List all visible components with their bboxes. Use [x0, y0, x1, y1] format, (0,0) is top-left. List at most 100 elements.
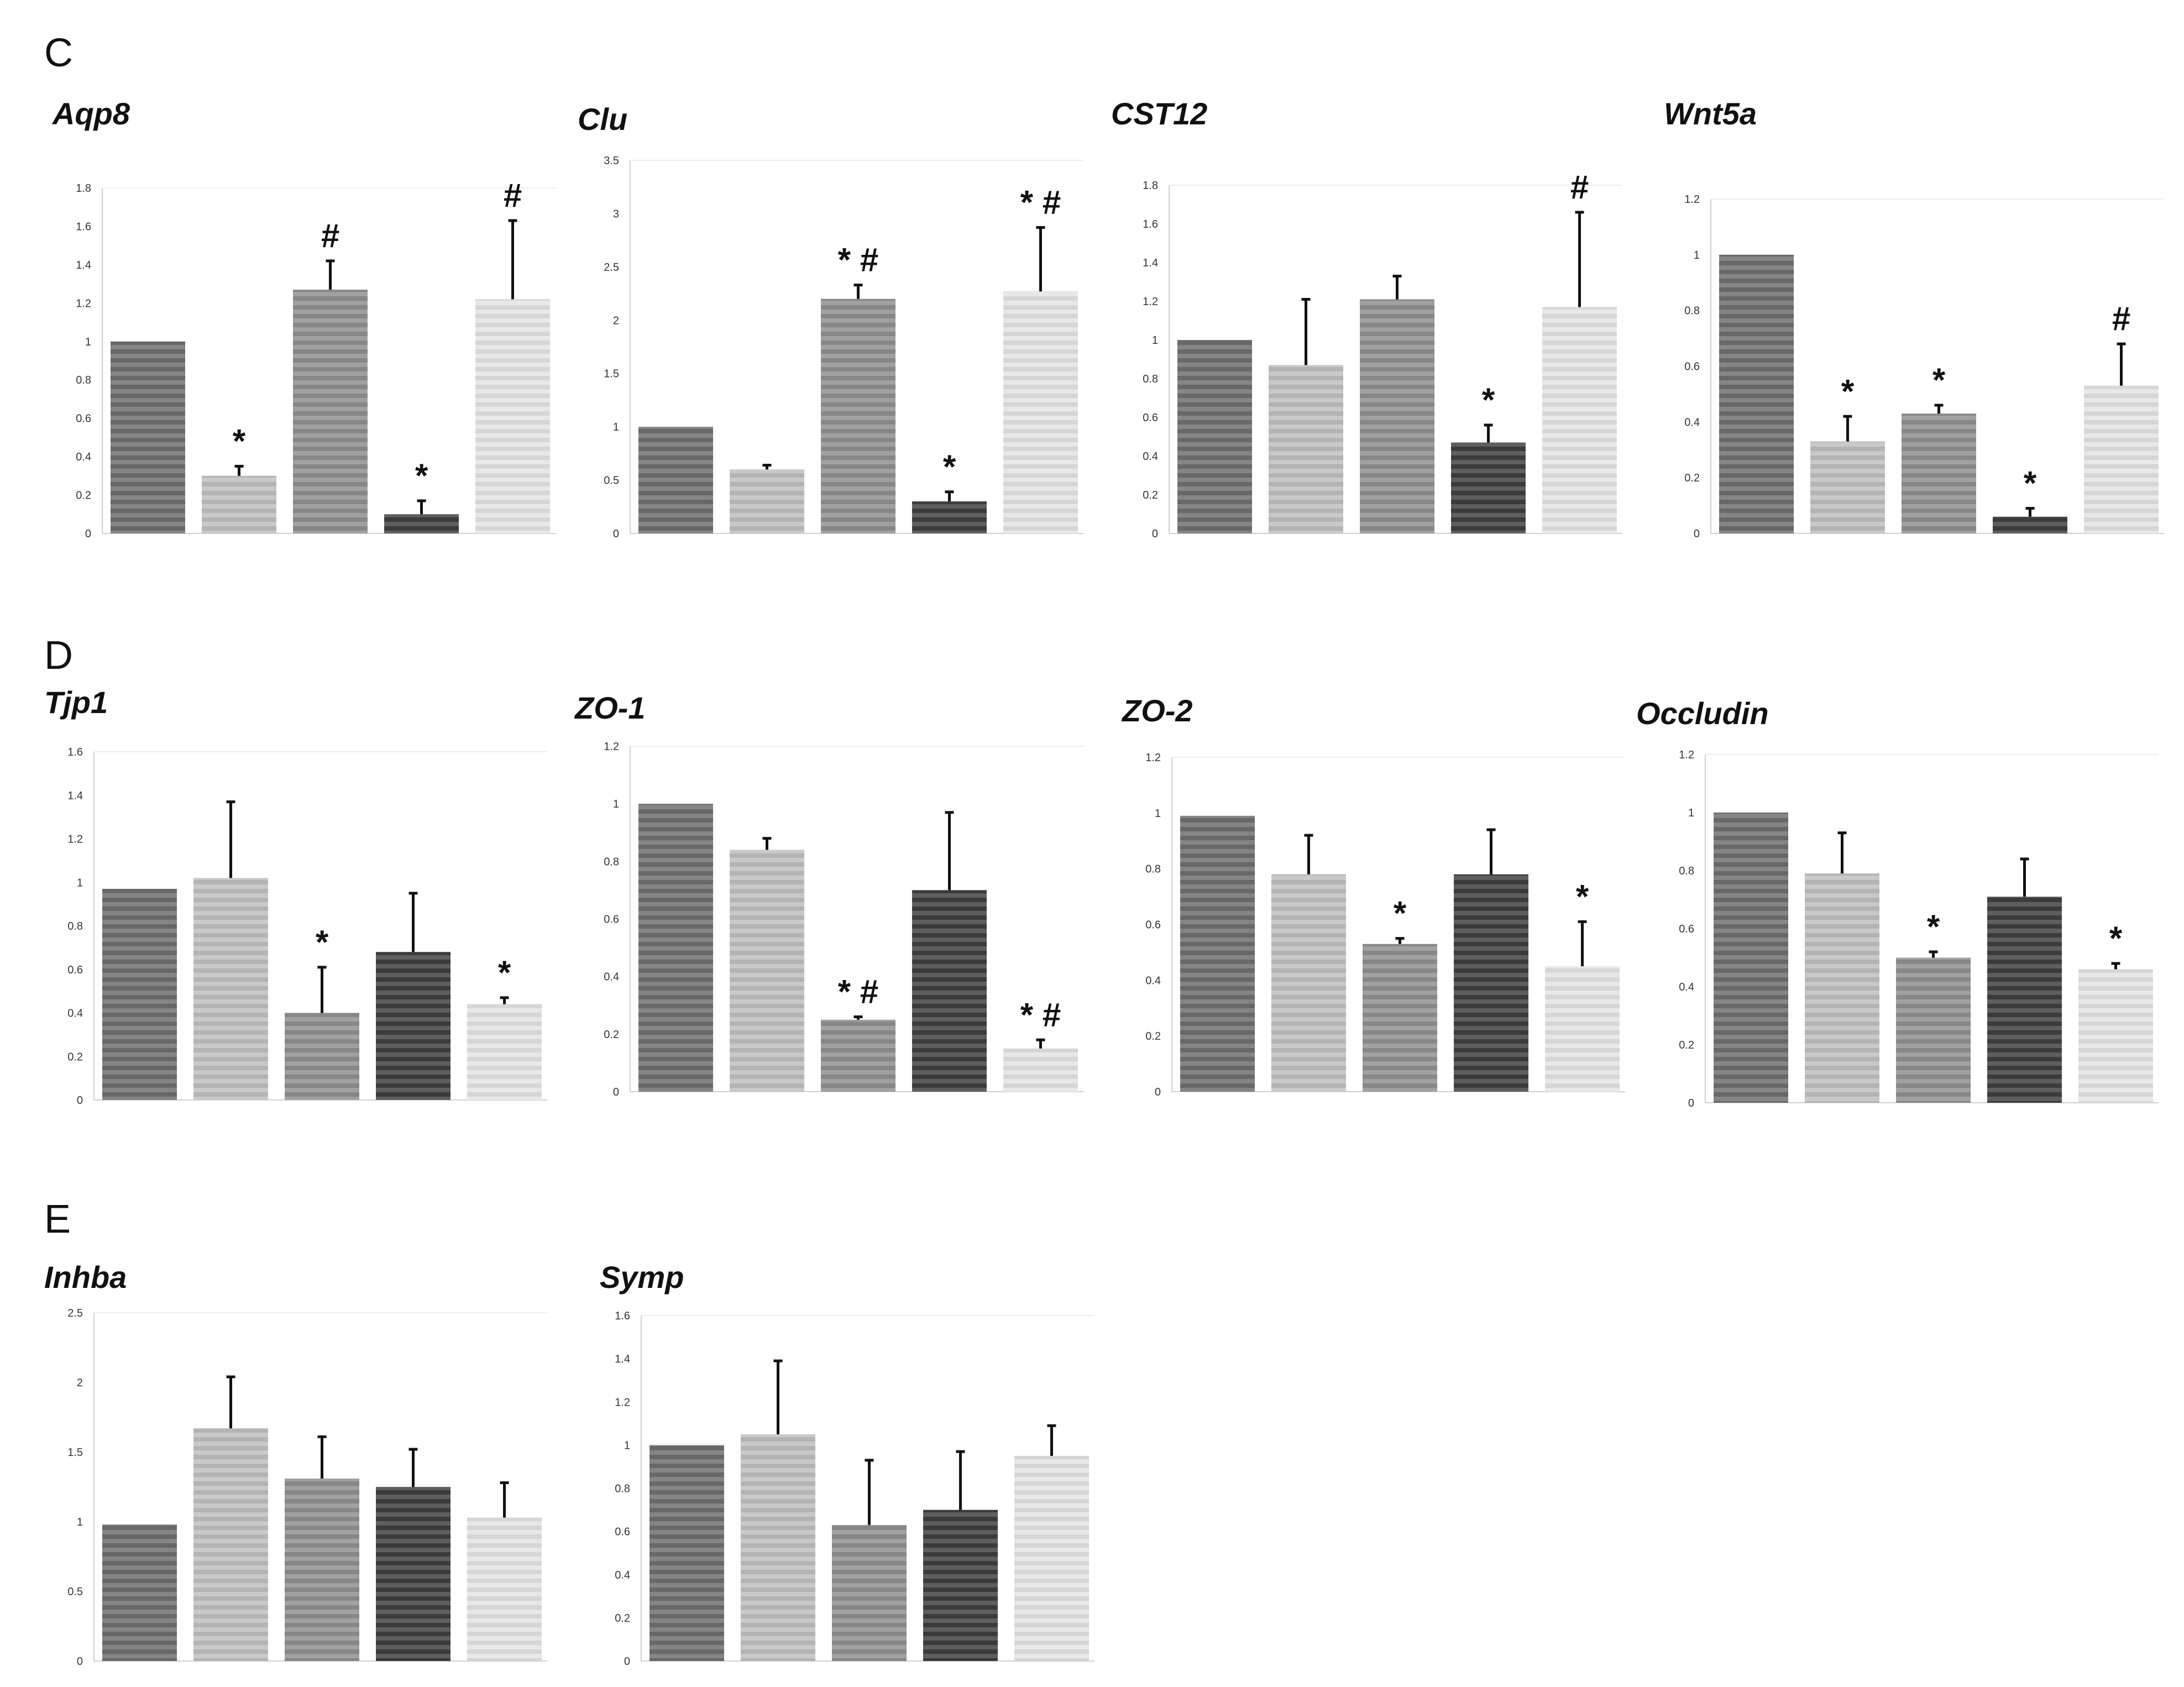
y-tick-label: 1.2	[1145, 752, 1161, 764]
chart-zo-2: ZO-2 0 0.2 0.4 0.6 0.8 1 1.2 * *	[1121, 693, 1625, 1098]
y-tick-label: 0.4	[76, 451, 91, 463]
y-tick-label: 0	[624, 1655, 630, 1668]
chart-inhba: Inhba 0 0.5 1 1.5 2 2.5	[44, 1260, 547, 1668]
y-tick-label: 1.6	[1143, 218, 1158, 230]
chart-title: Inhba	[44, 1260, 127, 1295]
y-tick-label: 1.6	[76, 221, 91, 233]
bar-stripes	[638, 804, 713, 1092]
bar-stripes	[376, 952, 451, 1100]
significance-marker: #	[321, 217, 339, 254]
y-tick-label: 0	[1694, 528, 1700, 540]
y-tick-label: 1	[77, 1516, 83, 1528]
y-tick-label: 0.6	[1145, 919, 1161, 931]
y-tick-label: 2	[77, 1377, 83, 1389]
bar-stripes	[1014, 1455, 1089, 1661]
bar-stripes	[821, 298, 895, 533]
significance-marker: *	[1932, 362, 1946, 399]
bar-stripes	[2078, 969, 2153, 1103]
bar-stripes	[1451, 442, 1526, 533]
y-tick-label: 0.6	[1684, 361, 1700, 373]
y-tick-label: 1	[85, 336, 91, 348]
bar-stripes	[467, 1004, 542, 1100]
y-tick-label: 0	[1688, 1097, 1694, 1109]
bar-stripes	[1003, 1048, 1078, 1092]
significance-marker: *	[943, 448, 956, 485]
chart-occludin: Occludin 0 0.2 0.4 0.6 0.8 1 1.2 * *	[1636, 696, 2159, 1109]
y-tick-label: 0.8	[615, 1483, 630, 1495]
significance-marker: *	[1927, 908, 1940, 945]
bar-stripes	[1177, 340, 1252, 533]
y-tick-label: 1	[624, 1439, 630, 1452]
bar-stripes	[1180, 815, 1255, 1092]
y-tick-label: 0.6	[604, 914, 619, 926]
significance-marker: *	[415, 457, 428, 494]
bar-stripes	[912, 501, 987, 533]
chart-zo-1: ZO-1 0 0.2 0.4 0.6 0.8 1 1.2 * # * #	[574, 690, 1083, 1098]
bar-stripes	[1714, 813, 1788, 1103]
y-tick-label: 0.6	[1143, 412, 1158, 424]
y-tick-label: 1	[1155, 808, 1161, 820]
bar-stripes	[202, 475, 276, 533]
y-tick-label: 1	[77, 877, 83, 889]
bar-stripes	[1363, 944, 1437, 1092]
y-tick-label: 0.8	[1679, 865, 1694, 877]
significance-marker: * #	[838, 242, 878, 279]
bar-stripes	[1902, 413, 1976, 533]
bar-stripes	[1810, 441, 1885, 533]
bar-stripes	[1896, 957, 1971, 1103]
y-tick-label: 1.5	[604, 368, 619, 380]
chart-aqp8: Aqp8 0 0.2 0.4 0.6 0.8 1 1.2 1.4 1.6 1.8 * # * #	[51, 96, 556, 540]
y-tick-label: 1.2	[1679, 749, 1694, 761]
y-tick-label: 0	[1152, 528, 1158, 540]
y-tick-label: 1.4	[615, 1353, 630, 1365]
y-tick-label: 1.2	[1684, 193, 1700, 206]
y-tick-label: 1.6	[67, 746, 83, 758]
bar-stripes	[741, 1434, 815, 1661]
chart-title: ZO-2	[1121, 693, 1193, 728]
significance-marker: #	[504, 177, 522, 214]
significance-marker: *	[316, 924, 329, 961]
bar-stripes	[376, 1487, 451, 1661]
y-tick-label: 0.4	[615, 1569, 630, 1581]
y-tick-label: 0.2	[1679, 1039, 1694, 1051]
bar-stripes	[1271, 874, 1346, 1092]
y-tick-label: 0.2	[67, 1051, 83, 1063]
y-tick-label: 2.5	[67, 1307, 83, 1319]
chart-title: Occludin	[1636, 696, 1769, 731]
chart-title: Symp	[600, 1260, 684, 1295]
y-tick-label: 1	[1688, 807, 1694, 819]
panel-letter-d: D	[44, 633, 73, 678]
bar-stripes	[285, 1478, 359, 1661]
y-tick-label: 0.8	[604, 856, 619, 868]
y-tick-label: 2	[613, 315, 619, 327]
chart-title: Clu	[578, 102, 627, 137]
chart-clu: Clu 0 0.5 1 1.5 2 2.5 3 3.5 * # * * #	[578, 102, 1083, 540]
y-tick-label: 1.2	[67, 834, 83, 846]
bar-stripes	[475, 299, 550, 533]
y-tick-label: 0	[77, 1094, 83, 1107]
bar-stripes	[285, 1013, 359, 1100]
bar-stripes	[384, 514, 459, 533]
bar-stripes	[1542, 307, 1617, 533]
significance-marker: * #	[1020, 996, 1061, 1033]
significance-marker: #	[2112, 300, 2130, 337]
bar-stripes	[638, 427, 713, 533]
y-tick-label: 1.2	[1143, 296, 1158, 308]
bar-stripes	[102, 1524, 177, 1661]
y-tick-label: 0.6	[76, 413, 91, 425]
y-tick-label: 0.2	[76, 490, 91, 502]
y-tick-label: 0	[613, 528, 619, 540]
bar-stripes	[1719, 254, 1794, 533]
bar-stripes	[1805, 873, 1879, 1103]
y-tick-label: 0.2	[615, 1612, 630, 1625]
chart-title: Aqp8	[51, 96, 130, 131]
y-tick-label: 0.8	[1684, 305, 1700, 317]
bar-stripes	[1360, 299, 1434, 533]
chart-wnt5a: Wnt5a 0 0.2 0.4 0.6 0.8 1 1.2 * * * #	[1664, 96, 2164, 540]
y-tick-label: 0.5	[67, 1586, 83, 1598]
y-tick-label: 0.5	[604, 475, 619, 487]
y-tick-label: 3.5	[604, 155, 619, 167]
y-tick-label: 1.2	[604, 741, 619, 753]
bar-stripes	[1269, 365, 1343, 533]
